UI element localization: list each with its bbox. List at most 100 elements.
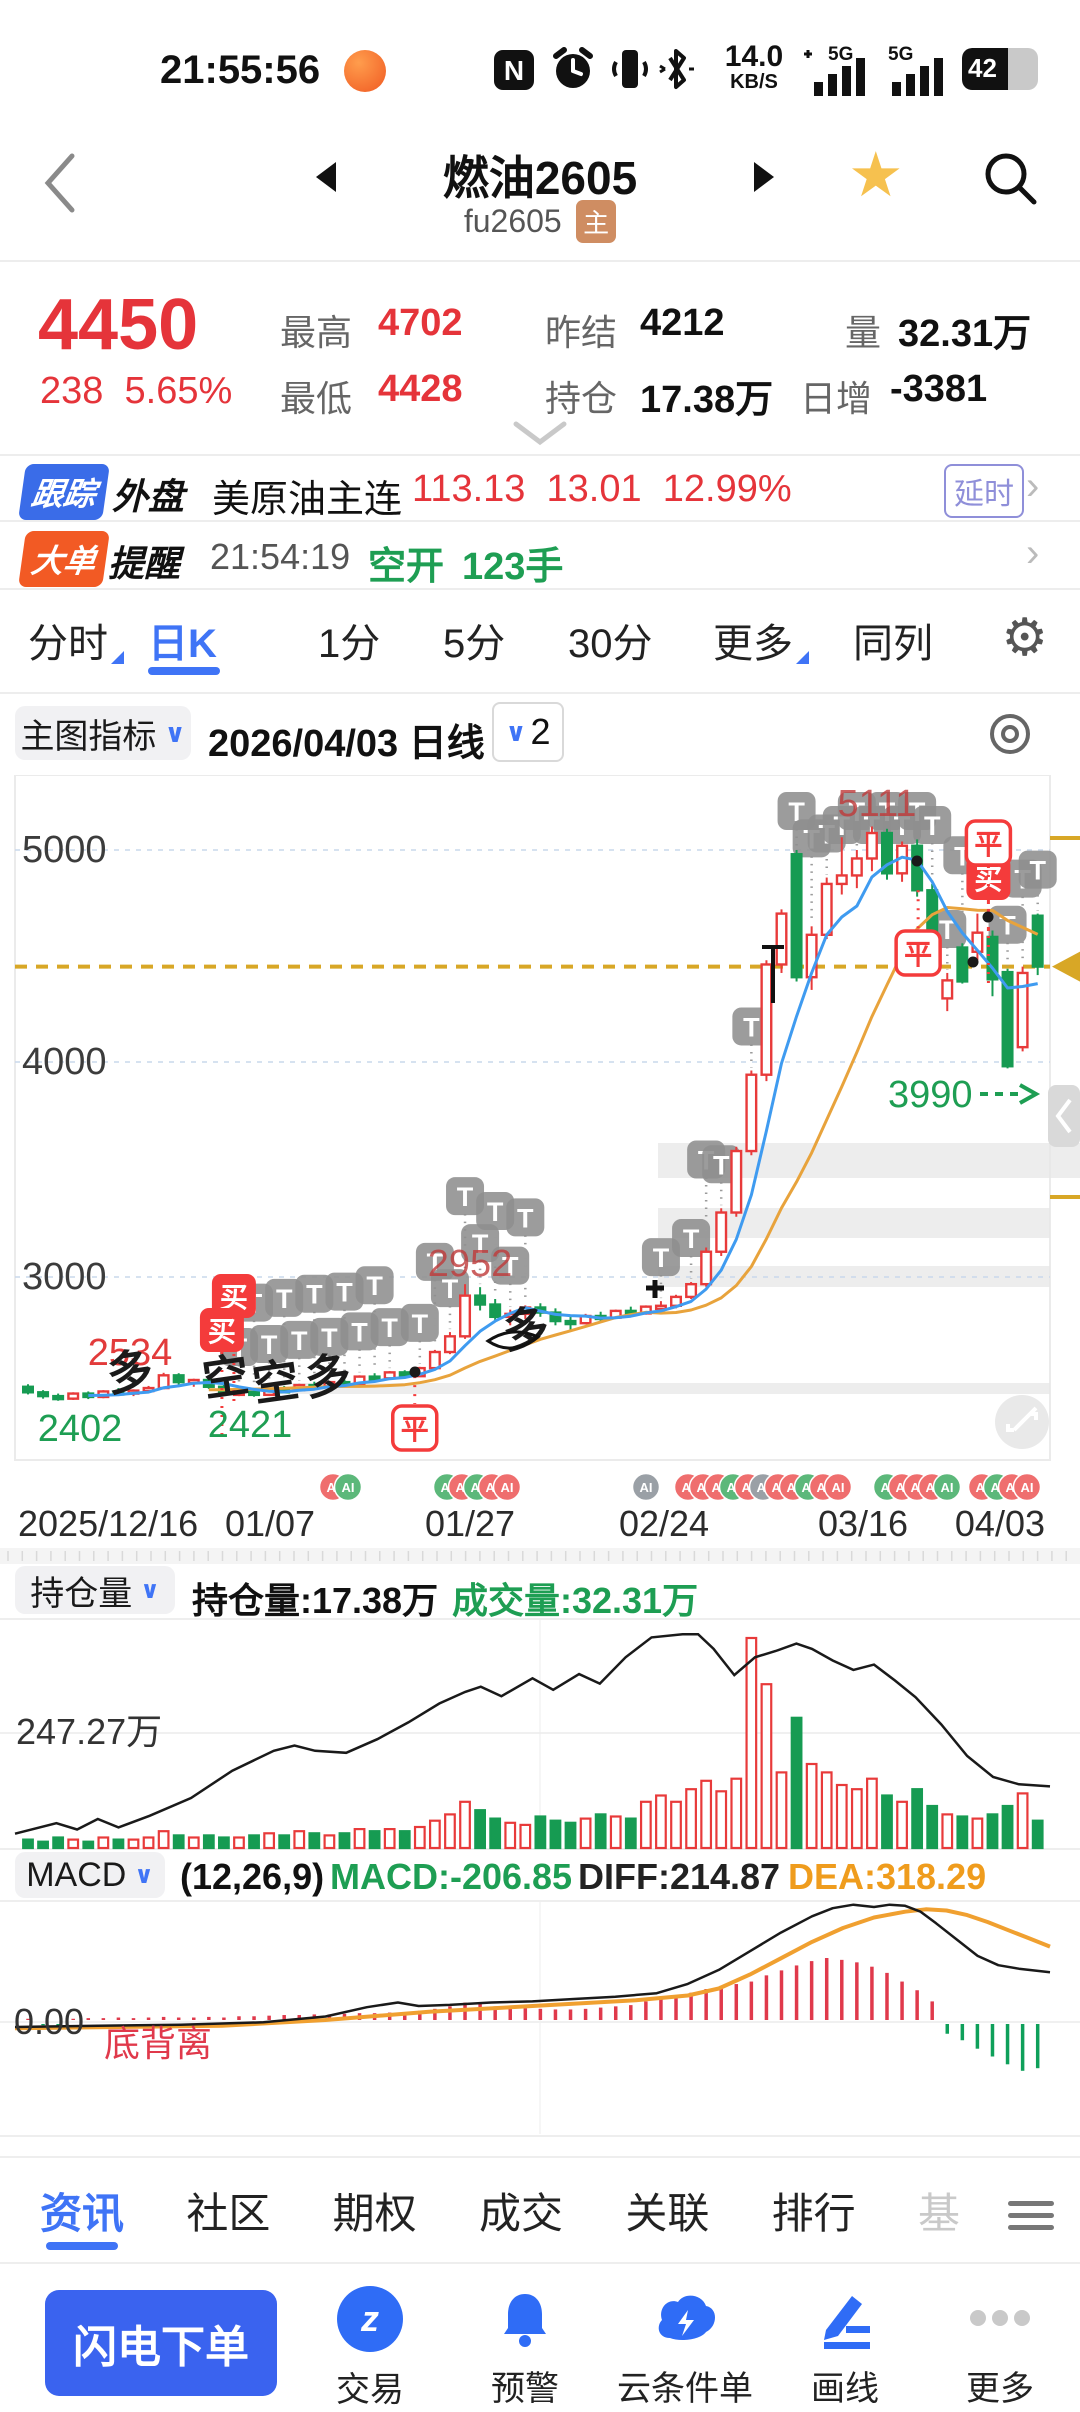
- bottom-tab-bar: 资讯 社区 期权 成交 关联 排行 基: [0, 2156, 1080, 2264]
- svg-text:T: T: [306, 1280, 323, 1310]
- chart-x-axis: 2025/12/16 01/07 01/27 02/24 03/16 04/03: [0, 1508, 1080, 1564]
- bottom-tab-排行[interactable]: 排行: [771, 2189, 856, 2237]
- svg-text:N: N: [504, 55, 524, 86]
- macd-dropdown[interactable]: MACD ∨: [15, 1852, 165, 1898]
- big-order-lots: 123手: [462, 546, 564, 588]
- more-dots-icon: [970, 2310, 1030, 2326]
- svg-text:买: 买: [208, 1316, 236, 1347]
- svg-text:T: T: [939, 915, 956, 945]
- signal-icon-1: 5G: [804, 44, 865, 96]
- svg-text:T: T: [457, 1182, 474, 1212]
- overlay-count-box[interactable]: ∨ 2: [492, 702, 564, 762]
- last-price: 4450: [38, 285, 199, 365]
- quote-block[interactable]: 4450 238 5.65% 最高 4702 昨结 4212 量 32.31万 …: [0, 262, 1080, 454]
- flash-order-button[interactable]: 闪电下单: [45, 2290, 277, 2396]
- prev-value: 4212: [640, 302, 725, 344]
- vibrate-icon: [612, 50, 648, 88]
- ai-signal-row[interactable]: AI AI AI AI AI AI AI AI AI AI AI AI AI AI AI AI AI AI AI AI…: [0, 1468, 1080, 1508]
- macd-chart[interactable]: 0.00 底背离: [0, 1900, 1080, 2138]
- vol-value: 32.31万: [898, 313, 1032, 355]
- next-contract-icon[interactable]: [754, 162, 774, 192]
- svg-text:T: T: [683, 1224, 700, 1254]
- alert-bell-icon: [504, 2294, 546, 2347]
- oi-value: 17.38万: [640, 379, 774, 421]
- app-notification-icon: [344, 50, 386, 92]
- oi-text: 持仓量:17.38万: [192, 1580, 439, 1621]
- cloud-order-icon: [658, 2295, 715, 2340]
- nfc-icon: N: [494, 50, 534, 90]
- price-change: 238 5.65%: [40, 370, 233, 412]
- svg-text:3000: 3000: [22, 1256, 107, 1298]
- svg-text:平: 平: [401, 1414, 429, 1445]
- big-order-row[interactable]: 大单 提醒 21:54:19 空开 123手 ›: [0, 522, 1080, 588]
- toolbar-item-trade[interactable]: z 交易: [330, 2286, 410, 2411]
- svg-text:T: T: [412, 1309, 429, 1339]
- bottom-tab-基[interactable]: 基: [917, 2189, 960, 2237]
- main-indicator-dropdown[interactable]: 主图指标 ∨: [15, 706, 191, 760]
- oi-dropdown[interactable]: 持仓量 ∨: [15, 1566, 175, 1614]
- favorite-star-icon[interactable]: ★: [848, 141, 904, 210]
- svg-text:T: T: [924, 811, 941, 841]
- svg-text:T: T: [261, 1330, 278, 1360]
- svg-text:T: T: [1029, 856, 1046, 886]
- bottom-tab-期权[interactable]: 期权: [332, 2189, 417, 2237]
- svg-text:底背离: 底背离: [104, 2023, 212, 2064]
- svg-text:空: 空: [199, 1348, 252, 1406]
- svg-text:平: 平: [974, 829, 1002, 860]
- eye-visibility-icon[interactable]: [986, 710, 1034, 758]
- prev-label: 昨结: [545, 312, 618, 353]
- search-icon[interactable]: [980, 148, 1040, 208]
- bottom-tab-关联[interactable]: 关联: [625, 2189, 710, 2237]
- period-tab-同列[interactable]: 同列: [853, 622, 933, 666]
- svg-text:多: 多: [301, 1347, 354, 1405]
- toolbar-item-more[interactable]: 更多: [950, 2286, 1050, 2410]
- svg-text:T: T: [517, 1203, 534, 1233]
- period-tab-分时[interactable]: 分时: [28, 611, 148, 669]
- svg-text:2421: 2421: [208, 1404, 293, 1446]
- toolbar-item-cloud-order[interactable]: 云条件单: [610, 2286, 760, 2410]
- svg-text:AI: AI: [1021, 1480, 1034, 1495]
- prev-contract-icon[interactable]: [316, 162, 336, 192]
- tab-menu-hamburger-icon[interactable]: [1008, 2194, 1054, 2237]
- back-icon[interactable]: [40, 150, 80, 216]
- svg-text:0.00: 0.00: [14, 2001, 84, 2042]
- macd-section-header: MACD ∨ (12,26,9) MACD:-206.85 DIFF:214.87…: [0, 1852, 1080, 1900]
- toolbar-item-draw-line[interactable]: 画线: [800, 2286, 890, 2410]
- period-tab-30分[interactable]: 30分: [568, 622, 653, 666]
- inc-label: 日增: [800, 378, 873, 419]
- kline-settings-gear-icon[interactable]: ⚙: [1001, 609, 1048, 667]
- low-value: 4428: [378, 368, 463, 410]
- svg-text:买: 买: [220, 1282, 248, 1313]
- svg-text:T: T: [487, 1197, 504, 1227]
- period-tab-日K[interactable]: 日K: [148, 611, 318, 675]
- alarm-icon: [553, 47, 593, 88]
- volume-chart[interactable]: 247.27万: [0, 1618, 1080, 1850]
- svg-text:T: T: [653, 1243, 670, 1273]
- candlestick-chart[interactable]: 500040003000TTTTTTTTTTTTTTTTTTTTTTTTTTTT…: [0, 775, 1080, 1462]
- svg-text:5G: 5G: [888, 44, 913, 65]
- svg-text:5000: 5000: [22, 829, 107, 871]
- tracking-row[interactable]: 跟踪 外盘 美原油主连 113.13 13.01 12.99% 延时 ›: [0, 456, 1080, 521]
- period-tab-5分[interactable]: 5分: [443, 622, 506, 666]
- macd-params: (12,26,9): [180, 1856, 325, 1897]
- period-tab-更多[interactable]: 更多: [713, 611, 853, 669]
- bottom-tab-资讯[interactable]: 资讯: [40, 2180, 124, 2250]
- svg-text:多: 多: [103, 1343, 156, 1401]
- delay-badge: 延时: [944, 464, 1024, 518]
- expand-chart-button: [995, 1395, 1049, 1449]
- bottom-tab-社区[interactable]: 社区: [186, 2189, 271, 2237]
- big-order-dir: 空开: [368, 546, 445, 588]
- svg-text:AI: AI: [342, 1480, 355, 1495]
- bluetooth-icon: [659, 49, 694, 89]
- svg-text:2952: 2952: [428, 1243, 513, 1285]
- bottom-tab-成交[interactable]: 成交: [478, 2189, 563, 2237]
- toolbar-item-alert[interactable]: 预警: [480, 2286, 570, 2410]
- network-speed: 14.0 KB/S: [724, 40, 784, 93]
- status-time: 21:55:56: [160, 48, 321, 92]
- main-contract-badge: 主: [576, 200, 617, 243]
- svg-text:T: T: [442, 1274, 459, 1304]
- svg-text:5G: 5G: [828, 44, 853, 65]
- period-tab-1分[interactable]: 1分: [318, 622, 381, 666]
- svg-text:02/24: 02/24: [619, 1508, 709, 1544]
- collapse-chevron-icon[interactable]: [512, 420, 568, 446]
